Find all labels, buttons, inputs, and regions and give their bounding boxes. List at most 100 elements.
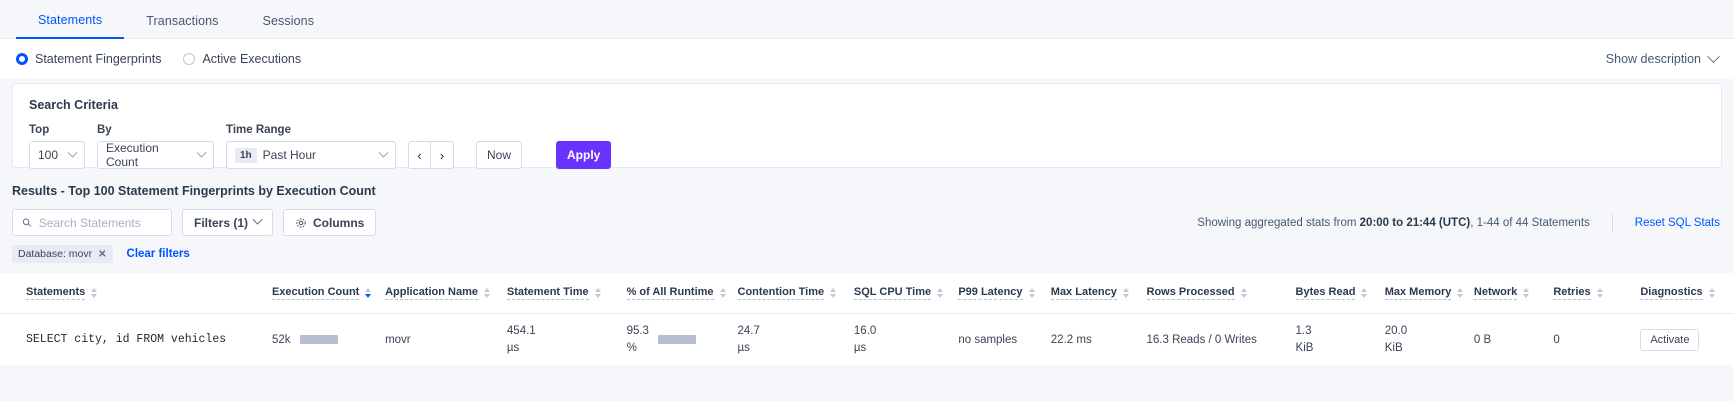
cell-application-name: movr [385, 333, 411, 346]
gear-icon [296, 217, 306, 228]
tab-transactions[interactable]: Transactions [146, 13, 219, 28]
contention-time-unit: µs [737, 341, 750, 354]
col-statement-time[interactable]: Statement Time [506, 273, 627, 314]
apply-button[interactable]: Apply [556, 141, 612, 169]
col-max-latency[interactable]: Max Latency [1050, 273, 1147, 314]
search-criteria-title: Search Criteria [29, 98, 118, 112]
chevron-down-icon [196, 147, 207, 158]
col-retries[interactable]: Retries [1553, 273, 1640, 314]
col-statements[interactable]: Statements [0, 273, 272, 314]
sort-icon [1596, 288, 1603, 298]
reset-sql-stats-link[interactable]: Reset SQL Stats [1634, 216, 1720, 229]
show-description-label: Show description [1605, 52, 1701, 66]
col-max-memory-label: Max Memory [1384, 286, 1452, 300]
view-mode-radiogroup: Statement Fingerprints Active Executions [16, 52, 301, 66]
active-filter-chips: Database: movr ✕ Clear filters [0, 236, 1734, 263]
tab-statements[interactable]: Statements [16, 13, 125, 39]
col-p99-latency-label: P99 Latency [958, 286, 1023, 300]
by-select[interactable]: Execution Count [97, 141, 214, 169]
cell-sql-cpu-time: 16.0 µs [854, 314, 958, 366]
radio-statement-fingerprints[interactable]: Statement Fingerprints [16, 52, 161, 66]
filters-label: Filters (1) [194, 215, 249, 230]
pct-runtime-bar [657, 335, 696, 345]
max-memory-unit: KiB [1384, 341, 1403, 354]
bytes-read-unit: KiB [1295, 341, 1314, 354]
cell-retries: 0 [1553, 333, 1560, 346]
filter-chip-label: Database: movr [18, 248, 93, 260]
col-bytes-read[interactable]: Bytes Read [1295, 273, 1385, 314]
col-application-name[interactable]: Application Name [385, 273, 507, 314]
cell-diagnostics: Activate [1640, 314, 1734, 366]
cell-execution-count: 52k [272, 314, 385, 366]
execution-count-value: 52k [271, 333, 291, 346]
chevron-down-icon [67, 147, 78, 158]
field-time-range: Time Range 1h Past Hour [226, 124, 396, 169]
sort-icon [1457, 288, 1464, 298]
col-execution-count[interactable]: Execution Count [271, 273, 385, 314]
top-select[interactable]: 100 [29, 141, 85, 169]
time-range-badge: 1h [235, 147, 257, 163]
sort-icon [1361, 288, 1368, 298]
now-button[interactable]: Now [476, 141, 523, 169]
cell-bytes-read: 1.3 KiB [1296, 314, 1385, 366]
label-time-range: Time Range [226, 124, 291, 136]
sort-icon-active [365, 288, 372, 298]
sort-icon [1523, 288, 1530, 298]
sort-icon [594, 288, 601, 298]
sort-icon [1708, 288, 1715, 298]
time-range-value: Past Hour [262, 148, 317, 162]
search-icon [22, 218, 32, 227]
filters-button[interactable]: Filters (1) [182, 209, 274, 236]
table-header-row: Statements Execution Count Application N… [0, 273, 1734, 314]
results-title: Results - Top 100 Statement Fingerprints… [12, 184, 376, 198]
tab-sessions[interactable]: Sessions [262, 13, 315, 28]
activate-diagnostics-button[interactable]: Activate [1640, 328, 1700, 351]
col-execution-count-label: Execution Count [271, 286, 360, 300]
col-application-name-label: Application Name [385, 286, 478, 300]
sort-icon [719, 288, 726, 298]
previous-time-button[interactable]: ‹ [408, 141, 431, 169]
show-description-toggle[interactable]: Show description [1605, 49, 1720, 66]
clear-filters-link[interactable]: Clear filters [126, 248, 190, 260]
col-diagnostics-label: Diagnostics [1640, 286, 1703, 300]
table-header: Statements Execution Count Application N… [0, 273, 1734, 314]
sql-cpu-time-value: 16.0 [853, 325, 877, 337]
search-statements-box[interactable] [12, 209, 172, 236]
cell-p99-latency: no samples [958, 333, 1018, 346]
sort-icon [1122, 288, 1129, 298]
search-input[interactable] [38, 215, 162, 230]
close-icon[interactable]: ✕ [98, 248, 107, 260]
cell-max-latency: 22.2 ms [1050, 333, 1092, 346]
col-rows-processed[interactable]: Rows Processed [1146, 273, 1296, 314]
col-diagnostics[interactable]: Diagnostics [1640, 273, 1734, 314]
view-mode-row: Statement Fingerprints Active Executions… [0, 39, 1734, 79]
statement-time-unit: µs [506, 341, 520, 354]
col-max-memory[interactable]: Max Memory [1384, 273, 1474, 314]
col-contention-time[interactable]: Contention Time [737, 273, 854, 314]
col-retries-label: Retries [1553, 286, 1591, 300]
col-pct-all-runtime[interactable]: % of All Runtime [626, 273, 738, 314]
statement-link[interactable]: SELECT city, id FROM vehicles [26, 333, 227, 347]
radio-active-executions[interactable]: Active Executions [183, 52, 301, 66]
col-bytes-read-label: Bytes Read [1295, 286, 1356, 300]
col-network[interactable]: Network [1473, 273, 1553, 314]
sort-icon [1240, 288, 1247, 298]
chevron-down-icon [378, 147, 389, 158]
cell-rows-processed: 16.3 Reads / 0 Writes [1146, 333, 1257, 346]
search-criteria-fields: Top 100 By Execution Count Time Range 1h… [29, 124, 1705, 169]
table-row[interactable]: SELECT city, id FROM vehicles 52k movr 4… [0, 313, 1734, 366]
col-max-latency-label: Max Latency [1050, 286, 1117, 300]
radio-dot-selected [16, 53, 28, 65]
cell-max-memory: 20.0 KiB [1385, 314, 1474, 366]
filter-chip-database: Database: movr ✕ [12, 245, 113, 263]
col-p99-latency[interactable]: P99 Latency [958, 273, 1050, 314]
time-range-select[interactable]: 1h Past Hour [226, 141, 396, 169]
radio-label-active-executions: Active Executions [202, 52, 302, 66]
columns-button[interactable]: Columns [283, 209, 377, 236]
col-statements-label: Statements [26, 286, 86, 300]
bytes-read-value: 1.3 [1295, 325, 1312, 337]
next-time-button[interactable]: › [431, 141, 454, 169]
cell-statement-time: 454.1 µs [507, 314, 627, 366]
statement-time-value: 454.1 [506, 325, 536, 337]
col-sql-cpu-time[interactable]: SQL CPU Time [853, 273, 958, 314]
